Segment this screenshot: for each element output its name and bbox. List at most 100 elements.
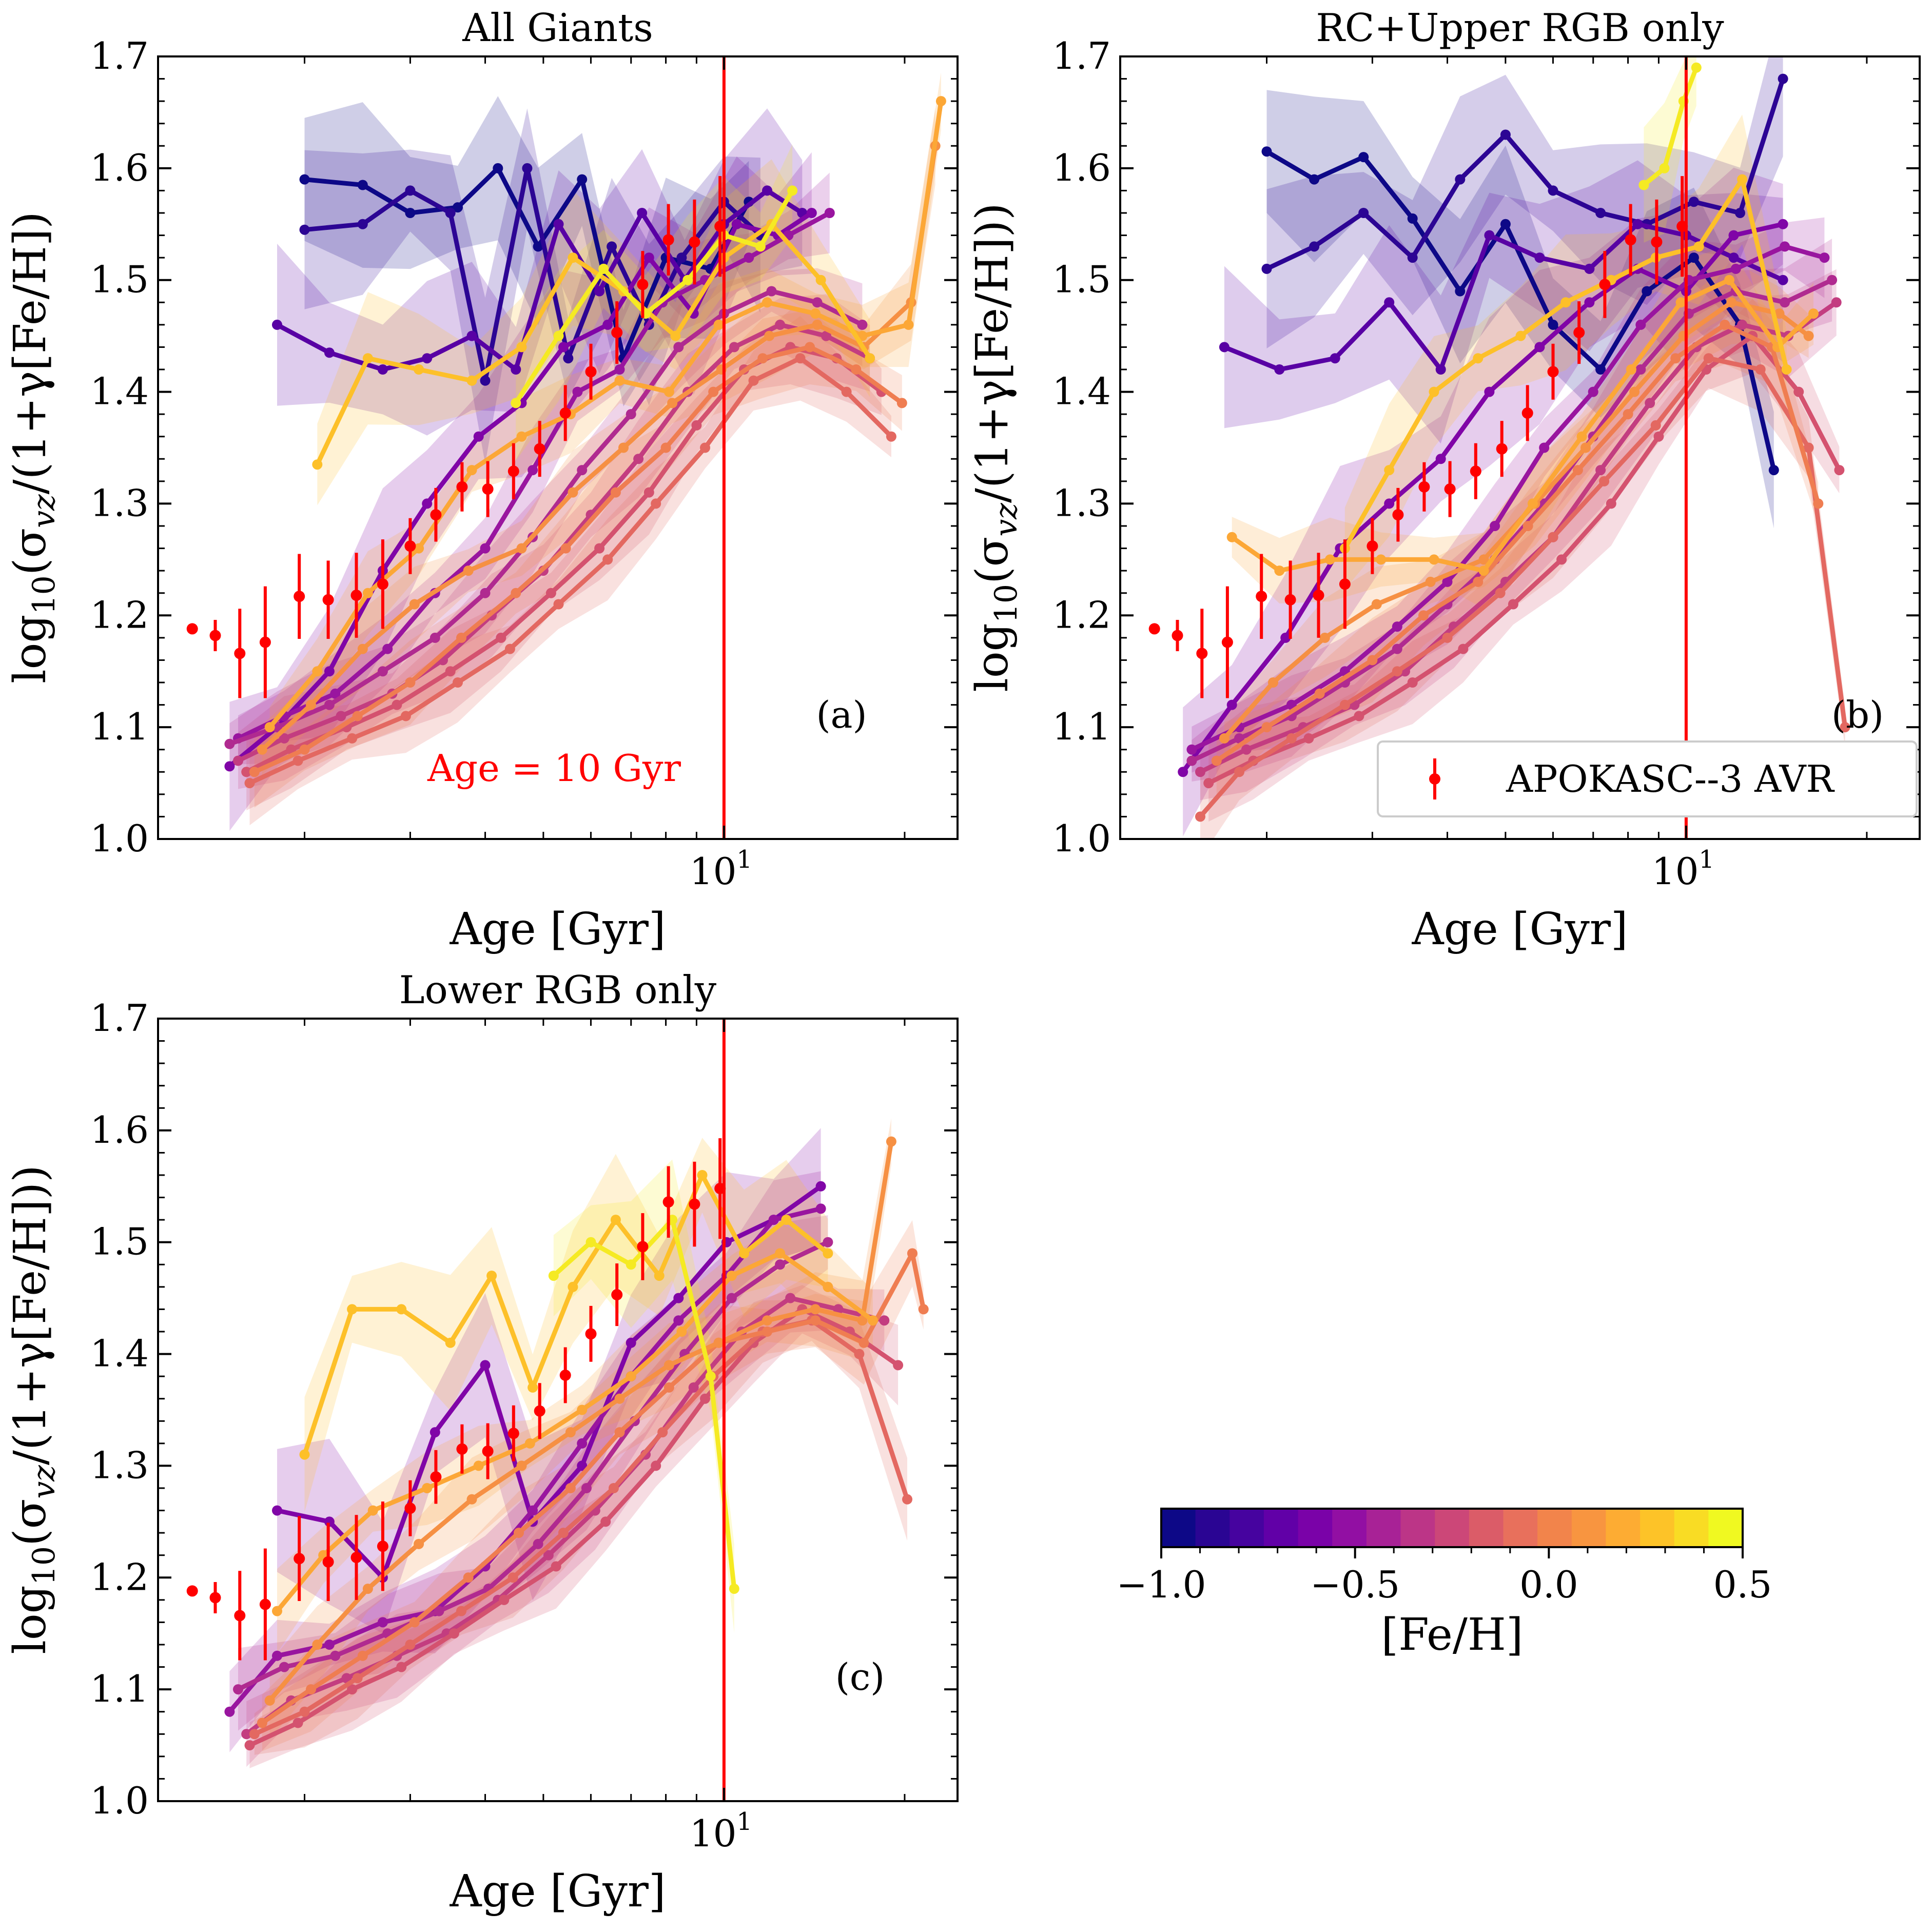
apokasc-point [350, 590, 362, 601]
series-point [697, 1170, 708, 1180]
colorbar-cell [1435, 1509, 1470, 1547]
series-point [594, 543, 605, 554]
series-point [1418, 610, 1429, 621]
y-tick-label: 1.7 [1052, 34, 1111, 77]
series-point [896, 398, 907, 408]
series-point [755, 241, 766, 252]
series-point [1645, 398, 1655, 408]
series-point [445, 1337, 456, 1348]
series-point [396, 1304, 407, 1315]
series-point [377, 666, 388, 677]
y-tick-label: 1.3 [1052, 481, 1111, 524]
series-line [228, 289, 864, 747]
apokasc-point [1444, 483, 1456, 495]
series-point [1384, 465, 1395, 476]
series-point [1178, 767, 1188, 777]
series-point [1793, 386, 1804, 397]
apokasc-point [637, 1241, 649, 1253]
apokasc-point [482, 1446, 494, 1457]
uncertainty-band [269, 1118, 891, 1739]
series-point [445, 208, 456, 218]
uncertainty-band [1266, 90, 1774, 529]
apokasc-point [585, 366, 597, 378]
series-point [299, 1706, 310, 1717]
series-point [1226, 532, 1237, 542]
svg-text:log10(σvz/(1+γ[Fe/H])): log10(σvz/(1+γ[Fe/H])) [967, 203, 1024, 692]
colorbar-cell [1230, 1509, 1264, 1547]
series-point [700, 442, 710, 453]
y-tick-label: 1.1 [90, 705, 149, 748]
series-point [347, 1684, 358, 1695]
series-point [377, 1617, 388, 1628]
series-point [1484, 230, 1495, 241]
series-point [480, 375, 491, 386]
series-point [731, 219, 742, 229]
series-point [626, 1259, 636, 1270]
series-point [775, 319, 786, 330]
series-point [264, 1695, 275, 1706]
apokasc-point [1392, 509, 1404, 521]
series-point [1219, 733, 1230, 744]
series-point [1407, 252, 1418, 263]
series-line [245, 344, 883, 774]
colorbar-cell [1606, 1509, 1641, 1547]
series-point [1780, 241, 1790, 252]
series-point [516, 543, 527, 554]
series-point [626, 1337, 636, 1348]
series-point [1261, 722, 1272, 733]
panel-b-series-lines [1178, 62, 1850, 822]
series-point [1523, 521, 1533, 531]
y-tick-label: 1.6 [90, 1108, 149, 1152]
series-point [893, 1360, 904, 1371]
series-point [865, 353, 875, 364]
series-line [552, 1217, 737, 1589]
series-point [688, 1382, 699, 1393]
series-point [1211, 755, 1222, 766]
panel-a-title: All Giants [462, 5, 653, 50]
series-point [1827, 275, 1838, 285]
panel-c-xlabel: Age [Gyr] [450, 1866, 666, 1917]
series-point [466, 375, 477, 386]
series-point [1840, 722, 1850, 733]
apokasc-point [234, 648, 246, 659]
series-point [700, 1393, 710, 1404]
series-point [1584, 263, 1595, 274]
svg-text:log10(σvz/(1+γ[Fe/H])): log10(σvz/(1+γ[Fe/H])) [5, 1165, 62, 1654]
series-point [456, 632, 466, 643]
series-point [598, 263, 609, 274]
series-point [663, 386, 674, 397]
series-point [586, 1237, 596, 1247]
series-point [516, 342, 527, 353]
series-point [1234, 767, 1244, 777]
colorbar-tick-label: 0.5 [1713, 1563, 1772, 1606]
series-point [563, 353, 574, 364]
apokasc-point [404, 540, 416, 552]
y-tick-label: 1.3 [90, 1443, 149, 1487]
series-point [708, 386, 719, 397]
colorbar-ticks: −1.0 −0.5 0.0 0.5 [1117, 1547, 1772, 1606]
apokasc-point [1521, 407, 1533, 419]
series-point [514, 1528, 524, 1538]
series-point [676, 1326, 687, 1337]
series-point [249, 767, 260, 777]
y-tick-label: 1.4 [90, 370, 149, 413]
series-point [1203, 778, 1214, 789]
apokasc-point [689, 236, 700, 248]
series-point [768, 1215, 779, 1225]
panel-c-label: (c) [835, 1655, 885, 1699]
series-point [815, 275, 826, 285]
series-point [249, 1729, 260, 1740]
series-point [1548, 185, 1558, 196]
age-10-annotation: Age = 10 Gyr [427, 747, 681, 790]
series-point [1261, 146, 1272, 157]
series-point [1376, 554, 1387, 565]
series-point [480, 588, 491, 598]
apokasc-point [456, 481, 468, 493]
panel-b-apokasc-points [1148, 176, 1688, 698]
series-point [272, 1505, 282, 1516]
series-point [272, 319, 282, 330]
colorbar-cell [1674, 1509, 1709, 1547]
series-point [224, 761, 235, 772]
series-point [306, 699, 316, 710]
